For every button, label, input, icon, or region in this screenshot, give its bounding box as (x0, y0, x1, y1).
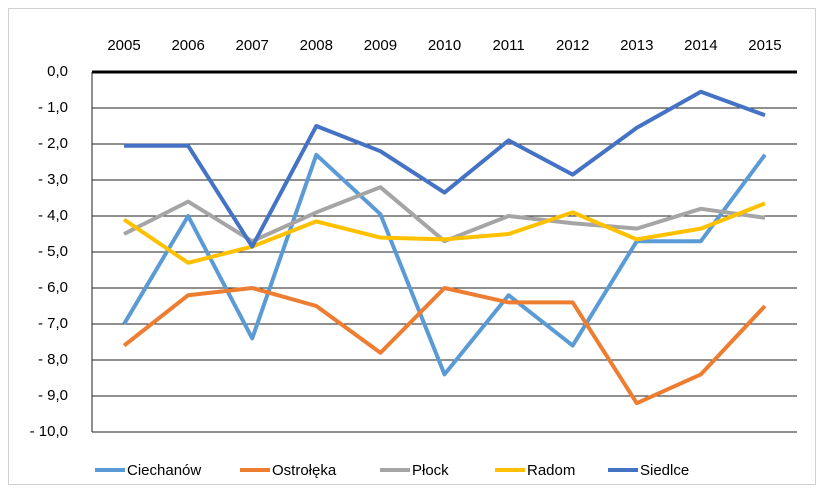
legend-label: Ciechanów (127, 462, 201, 479)
legend-label: Płock (412, 462, 449, 479)
x-tick-label: 2007 (236, 37, 269, 54)
series-line (122, 152, 767, 377)
series-line (122, 286, 767, 406)
y-tick-label: 0,0 (47, 63, 68, 80)
x-tick-label: 2005 (107, 37, 140, 54)
y-tick-label: - 8,0 (38, 351, 68, 368)
legend-label: Siedlce (640, 462, 689, 479)
legend-label: Ostrołęka (272, 462, 337, 479)
x-tick-label: 2015 (748, 37, 781, 54)
y-tick-label: - 4,0 (38, 207, 68, 224)
x-tick-label: 2013 (620, 37, 653, 54)
y-tick-label: - 6,0 (38, 279, 68, 296)
y-tick-label: - 2,0 (38, 135, 68, 152)
y-tick-label: - 5,0 (38, 243, 68, 260)
y-tick-label: - 3,0 (38, 171, 68, 188)
chart-frame (8, 8, 816, 485)
y-tick-label: - 10,0 (30, 423, 68, 440)
x-tick-label: 2008 (300, 37, 333, 54)
x-tick-label: 2010 (428, 37, 461, 54)
legend-label: Radom (527, 462, 575, 479)
x-tick-label: 2009 (364, 37, 397, 54)
x-tick-label: 2012 (556, 37, 589, 54)
x-tick-label: 2014 (684, 37, 717, 54)
x-tick-label: 2011 (492, 37, 524, 54)
series-line (122, 201, 766, 265)
y-tick-label: - 7,0 (38, 315, 68, 332)
x-tick-label: 2006 (171, 37, 204, 54)
y-tick-label: - 9,0 (38, 387, 68, 404)
y-tick-label: - 1,0 (38, 99, 68, 116)
series-line (124, 89, 766, 249)
